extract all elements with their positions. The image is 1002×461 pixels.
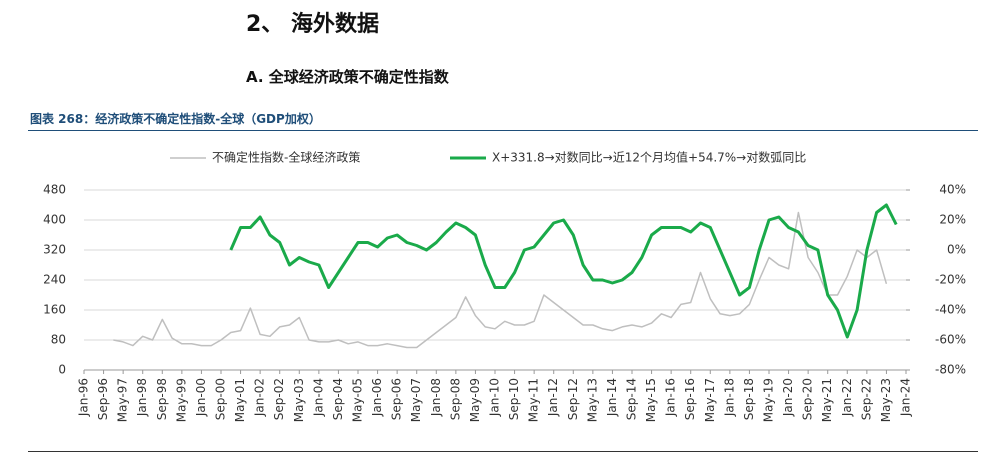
x-tick-label: Sep-02 — [272, 378, 286, 420]
x-tick-label: May-17 — [703, 378, 717, 422]
y2-tick-label: 0% — [947, 243, 966, 257]
x-tick-label: May-99 — [174, 378, 188, 422]
y-tick-label: 480 — [43, 183, 66, 197]
y-tick-label: 80 — [51, 333, 66, 347]
x-tick-label: Jan-06 — [370, 378, 384, 417]
divider — [28, 451, 978, 452]
legend-label: 不确定性指数-全球经济政策 — [212, 150, 360, 165]
x-tick-label: May-21 — [820, 378, 834, 422]
x-tick-label: May-09 — [468, 378, 482, 422]
y-tick-label: 160 — [43, 303, 66, 317]
figure-caption: 图表 268：经济政策不确定性指数-全球（GDP加权） — [30, 112, 321, 126]
series-line — [113, 211, 888, 349]
x-tick-label: Sep-08 — [448, 378, 462, 420]
x-tick-label: Sep-00 — [214, 378, 228, 420]
x-tick-label: Jan-10 — [488, 378, 502, 417]
y2-tick-label: -20% — [935, 273, 966, 287]
y2-tick-label: 20% — [939, 213, 966, 227]
x-tick-label: Sep-06 — [390, 378, 404, 420]
x-tick-label: Jan-14 — [605, 378, 619, 417]
subsection-title: A. 全球经济政策不确定性指数 — [246, 68, 449, 86]
y2-tick-label: -60% — [935, 333, 966, 347]
x-tick-label: May-23 — [879, 378, 893, 422]
x-tick-label: Sep-04 — [331, 378, 345, 420]
y2-tick-label: 40% — [939, 183, 966, 197]
x-tick-label: Jan-96 — [77, 378, 91, 417]
divider — [28, 130, 978, 131]
x-tick-label: Sep-14 — [625, 378, 639, 420]
x-tick-label: Sep-20 — [801, 378, 815, 420]
x-tick-label: May-11 — [527, 378, 541, 422]
x-tick-label: Jan-04 — [311, 378, 325, 417]
x-tick-label: Jan-08 — [429, 378, 443, 417]
x-tick-label: Jan-12 — [546, 378, 560, 417]
x-tick-label: May-13 — [585, 378, 599, 422]
x-tick-label: Sep-96 — [96, 378, 110, 420]
x-tick-label: May-97 — [116, 378, 130, 422]
x-tick-label: May-19 — [762, 378, 776, 422]
x-tick-label: Sep-18 — [742, 378, 756, 420]
x-tick-label: Jan-02 — [253, 378, 267, 417]
x-tick-label: Sep-22 — [859, 378, 873, 420]
y-tick-label: 320 — [43, 243, 66, 257]
x-tick-label: May-05 — [351, 378, 365, 422]
x-tick-label: May-03 — [292, 378, 306, 422]
series-line — [229, 203, 898, 339]
section-title: 2、 海外数据 — [246, 12, 379, 37]
y-tick-label: 240 — [43, 273, 66, 287]
chart: 0 80 160 240 320 400 480 -80% -60% -40% -20% 0% 20% 4… — [43, 150, 966, 423]
x-tick-label: Jan-22 — [840, 378, 854, 417]
x-tick-label: Sep-12 — [566, 378, 580, 420]
x-tick-label: Jan-18 — [722, 378, 736, 417]
x-tick-label: Jan-16 — [664, 378, 678, 417]
x-tick-label: Sep-98 — [155, 378, 169, 420]
x-tick-label: May-15 — [644, 378, 658, 422]
x-tick-label: Jan-00 — [194, 378, 208, 417]
x-tick-label: Jan-24 — [899, 378, 913, 417]
x-tick-label: Sep-16 — [683, 378, 697, 420]
y-tick-label: 0 — [58, 363, 66, 377]
legend-label: X+331.8→对数同比→近12个月均值+54.7%→对数弧同比 — [492, 150, 806, 165]
x-tick-label: Sep-10 — [507, 378, 521, 420]
x-tick-label: Jan-20 — [781, 378, 795, 417]
y-tick-label: 400 — [43, 213, 66, 227]
x-tick-label: May-07 — [409, 378, 423, 422]
x-tick-label: Jan-98 — [135, 378, 149, 417]
y2-tick-label: -80% — [935, 363, 966, 377]
x-tick-label: May-01 — [233, 378, 247, 422]
y2-tick-label: -40% — [935, 303, 966, 317]
